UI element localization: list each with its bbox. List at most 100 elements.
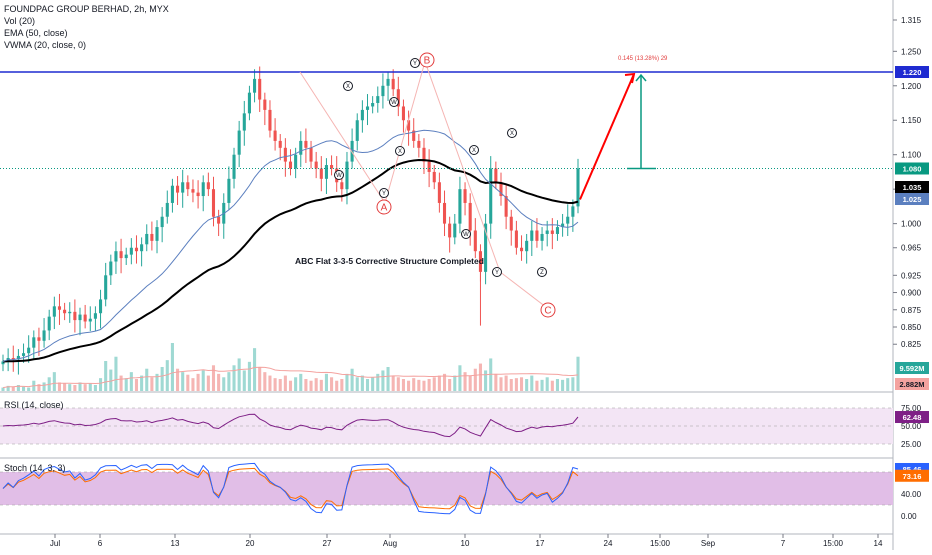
volume-bar — [335, 380, 339, 391]
volume-bar — [145, 368, 149, 391]
volume-ma-badge-bg — [895, 378, 929, 390]
wave-b-label: B — [424, 56, 431, 67]
volume-bar — [237, 358, 241, 391]
wave-y-label: Y — [495, 270, 499, 276]
volume-bar — [448, 379, 452, 391]
time-axis-label: Aug — [383, 539, 397, 548]
volume-bar — [381, 370, 385, 391]
wave-b-label-circle — [419, 52, 435, 68]
wave-x-label: X — [510, 131, 514, 137]
volume-ma-line — [2, 366, 579, 389]
rsi-tick-label: 75.00 — [901, 404, 922, 413]
candle-body — [304, 140, 308, 148]
volume-bar — [540, 379, 544, 391]
candle-body — [263, 99, 267, 110]
candle-body — [37, 337, 41, 341]
time-axis-label: 7 — [781, 539, 786, 548]
measure-arrowhead — [635, 73, 647, 82]
volume-bar — [314, 378, 318, 391]
volume-bar — [119, 375, 123, 391]
price-tick-label: 0.925 — [901, 271, 922, 280]
time-axis-label: 27 — [323, 539, 332, 548]
candle-body — [504, 196, 508, 217]
candle-body — [73, 311, 77, 321]
stoch-d-badge: 73.16 — [903, 472, 922, 481]
structure-annotation: ABC Flat 3-3-5 Corrective Structure Comp… — [295, 256, 484, 266]
candle-body — [412, 130, 416, 141]
wave-x-label: X — [472, 148, 476, 154]
wave-w-label: W — [391, 100, 397, 106]
volume-bar — [571, 377, 575, 391]
candle-body — [514, 230, 518, 248]
stoch-tick-label: 0.00 — [901, 512, 917, 521]
candle-body — [319, 168, 323, 179]
candle-body — [150, 233, 154, 241]
volume-bar — [355, 377, 359, 391]
volume-bar — [427, 379, 431, 391]
stoch-d-badge-bg — [895, 469, 929, 482]
candle-body — [268, 109, 272, 131]
wave-x-label: X — [346, 84, 350, 90]
candle-body — [365, 106, 370, 110]
volume-bar — [519, 377, 524, 391]
candle-body — [345, 161, 349, 190]
volume-bar — [57, 382, 62, 391]
wave-a-label-circle — [376, 199, 392, 215]
volume-bar — [104, 361, 108, 391]
candle-body — [478, 251, 482, 272]
candle-body — [432, 171, 436, 183]
time-axis-label: 14 — [874, 539, 883, 548]
volume-bar — [1, 387, 5, 391]
volume-bar — [509, 379, 513, 391]
volume-bar — [129, 372, 133, 391]
ema-legend: EMA (50, close) — [4, 28, 68, 38]
volume-bar — [83, 384, 87, 391]
volume-bar — [191, 378, 195, 391]
volume-bar — [181, 372, 185, 391]
volume-bar — [391, 375, 395, 391]
rsi-tick-label: 50.00 — [901, 422, 922, 431]
volume-bar — [99, 378, 103, 391]
volume-bar — [37, 384, 41, 391]
vwma-line — [2, 129, 579, 362]
last-price-badge: 1.035 — [903, 183, 922, 192]
candle-body — [237, 130, 241, 155]
volume-bar — [396, 377, 400, 391]
candle-body — [227, 178, 231, 203]
volume-bar — [11, 386, 15, 391]
volume-bar — [217, 373, 221, 391]
price-tick-label: 0.900 — [901, 289, 922, 298]
time-axis-label: 24 — [604, 539, 613, 548]
candle-body — [119, 251, 123, 259]
price-tick-label: 1.315 — [901, 16, 922, 25]
candle-body — [99, 299, 103, 314]
volume-bar — [109, 369, 113, 391]
candle-body — [206, 182, 210, 190]
resistance-badge: 1.220 — [903, 68, 922, 77]
volume-bar — [27, 387, 31, 391]
candle-body — [258, 78, 262, 100]
volume-bar — [73, 385, 77, 391]
volume-bar — [242, 370, 246, 391]
volume-bar — [458, 365, 462, 391]
volume-bar — [160, 367, 164, 391]
candle-body — [160, 216, 164, 228]
time-axis-label: 15:00 — [823, 539, 844, 548]
volume-bar — [299, 373, 303, 391]
wave-y-label: Y — [413, 61, 417, 67]
vwma-legend: VWMA (20, close, 0) — [4, 40, 87, 50]
volume-bar — [16, 385, 20, 391]
volume-bar — [432, 377, 436, 391]
candle-body — [555, 227, 560, 234]
candle-body — [376, 96, 380, 104]
stoch-band — [0, 472, 893, 505]
candle-body — [458, 189, 462, 224]
candle-body — [330, 165, 334, 169]
volume-bar — [232, 365, 236, 391]
volume-bar — [134, 379, 139, 391]
candle-body — [242, 113, 246, 131]
volume-bar — [283, 375, 287, 391]
price-tick-label: 1.250 — [901, 47, 922, 56]
